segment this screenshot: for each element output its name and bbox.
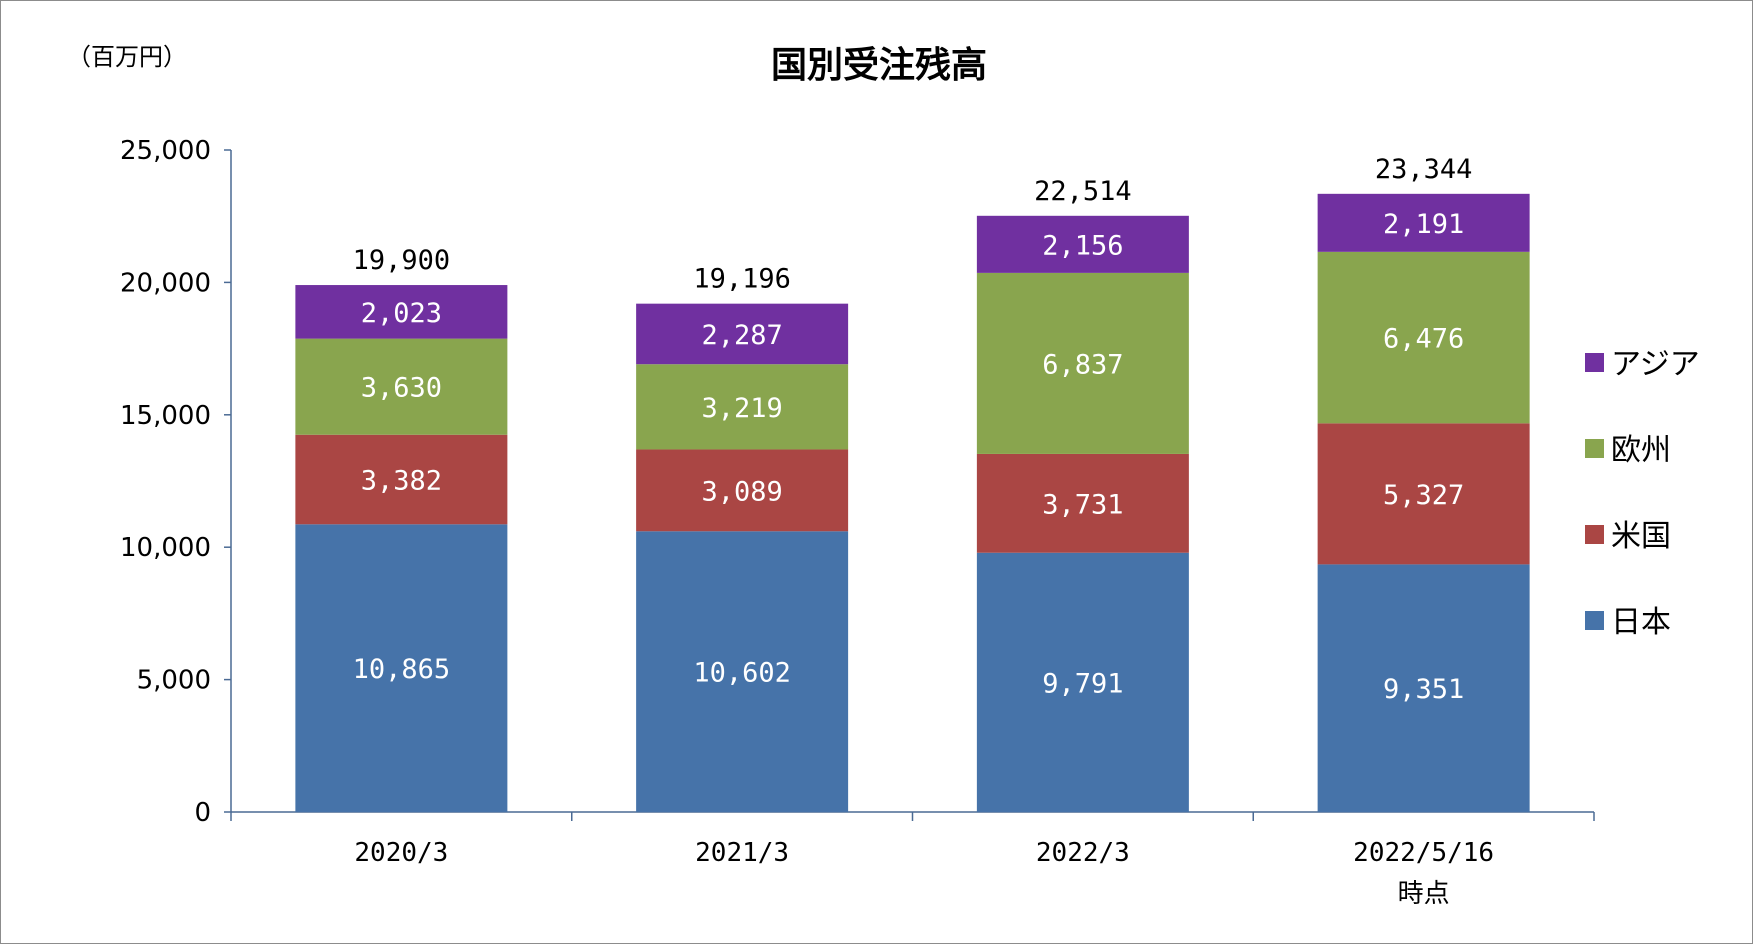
bar-segment (636, 531, 849, 812)
bar-segment (295, 434, 508, 525)
chart-title: 国別受注残高 (771, 45, 987, 86)
x-category-label: 時点 (1398, 879, 1450, 909)
x-category-label: 2021/3 (695, 838, 789, 868)
segment-value-label: 10,865 (353, 654, 451, 685)
x-axis: 2020/3 2021/3 2022/3 2022/5/16 時点 (230, 811, 1595, 909)
x-category-label: 2022/3 (1036, 838, 1130, 868)
segment-value-label: 2,156 (1042, 230, 1123, 261)
segment-value-label: 3,630 (361, 373, 442, 404)
segment-value-label: 2,023 (361, 298, 442, 329)
bar-segment (295, 338, 508, 435)
bar-segment (976, 552, 1189, 812)
total-value-label: 19,900 (353, 245, 451, 276)
legend-swatch (1585, 353, 1604, 372)
y-tick-label: 5,000 (137, 666, 211, 696)
y-axis: 0 5,000 10,000 15,000 20,000 25,000 (120, 136, 232, 828)
bar-segment (976, 215, 1189, 273)
legend-label: 米国 (1611, 519, 1671, 554)
segment-value-label: 9,351 (1383, 674, 1464, 705)
y-tick-label: 15,000 (120, 401, 211, 431)
legend-swatch (1585, 439, 1604, 458)
segment-value-label: 3,089 (701, 476, 782, 507)
segment-value-label: 10,602 (693, 658, 791, 689)
bar-segment (636, 364, 849, 450)
bar-segment (1317, 251, 1530, 424)
bar-segment (1317, 564, 1530, 812)
total-value-label: 19,196 (693, 264, 791, 295)
legend-label: 欧州 (1611, 433, 1671, 468)
segment-value-label: 2,287 (701, 320, 782, 351)
x-category-label: 2020/3 (354, 838, 448, 868)
segment-value-label: 6,837 (1042, 349, 1123, 380)
y-tick-label: 20,000 (120, 268, 211, 298)
segment-value-label: 3,219 (701, 393, 782, 424)
y-tick-label: 0 (194, 798, 211, 828)
bar-segment (976, 272, 1189, 454)
bar-segment (636, 303, 849, 365)
segment-value-label: 3,382 (361, 466, 442, 497)
segment-value-label: 5,327 (1383, 480, 1464, 511)
legend-swatch (1585, 525, 1604, 544)
bar-segment (1317, 423, 1530, 565)
segment-value-label: 6,476 (1383, 324, 1464, 355)
bar-segment (636, 449, 849, 532)
bar-segment (295, 524, 508, 812)
total-value-label: 22,514 (1034, 176, 1132, 207)
segment-value-label: 3,731 (1042, 489, 1123, 520)
legend-label: アジア (1611, 347, 1700, 382)
legend-label: 日本 (1611, 605, 1671, 640)
total-value-label: 23,344 (1375, 154, 1473, 185)
bar-segment (976, 453, 1189, 553)
bar-segment (295, 285, 508, 339)
x-category-label: 2022/5/16 (1353, 838, 1494, 868)
y-tick-label: 10,000 (120, 533, 211, 563)
unit-label: （百万円） (67, 43, 187, 71)
bars: 10,865 3,382 3,630 2,023 19,900 10,602 3,089 3,… (295, 154, 1530, 812)
segment-value-label: 9,791 (1042, 668, 1123, 699)
bar-segment (1317, 193, 1530, 252)
legend-swatch (1585, 611, 1604, 630)
segment-value-label: 2,191 (1383, 209, 1464, 240)
y-tick-label: 25,000 (120, 136, 211, 166)
